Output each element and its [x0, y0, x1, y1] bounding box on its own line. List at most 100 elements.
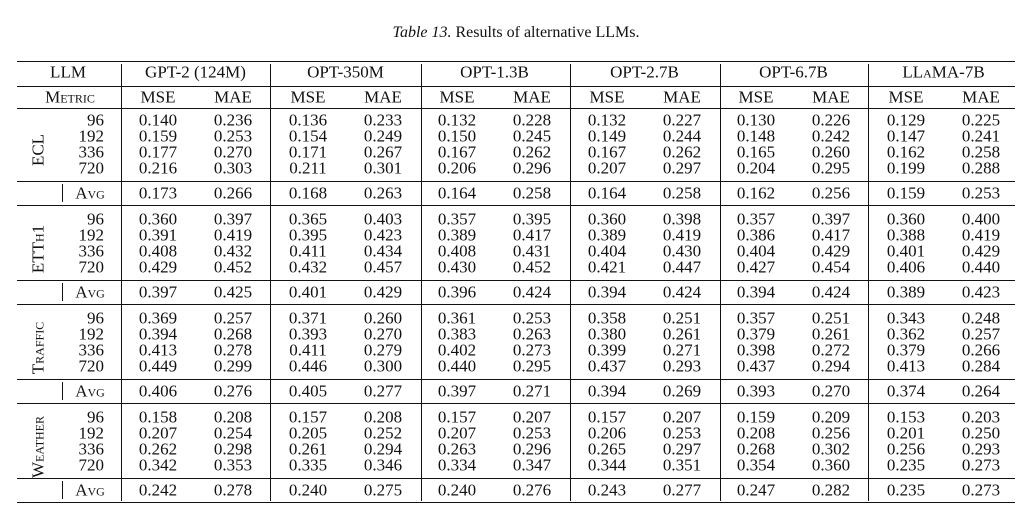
cell-value: 0.357 — [437, 209, 477, 229]
cell-value: 0.203 — [961, 407, 1001, 427]
cell-value: 0.406 — [138, 381, 178, 401]
cell-value: 0.171 — [288, 142, 328, 162]
metric-name: MAE — [513, 87, 551, 107]
cell-value: 0.267 — [363, 142, 403, 162]
cell-value: 0.240 — [288, 480, 328, 500]
row-label: 96 — [87, 407, 104, 427]
cell-value: 0.132 — [437, 110, 477, 130]
cell-value: 0.130 — [736, 110, 776, 130]
cell-value: 0.295 — [512, 356, 552, 376]
cell-value: 0.273 — [961, 480, 1001, 500]
cell-value: 0.406 — [886, 257, 926, 277]
cell-value: 0.136 — [288, 110, 328, 130]
cell-value: 0.389 — [587, 225, 627, 245]
cell-value: 0.272 — [811, 340, 851, 360]
cell-value: 0.247 — [736, 480, 776, 500]
column-rule — [121, 64, 122, 501]
cell-value: 0.235 — [886, 455, 926, 475]
cell-value: 0.253 — [512, 423, 552, 443]
cell-value: 0.446 — [288, 356, 328, 376]
cell-value: 0.401 — [886, 241, 926, 261]
cell-value: 0.277 — [363, 381, 403, 401]
model-name: GPT-2 (124M) — [145, 62, 246, 82]
cell-value: 0.353 — [213, 455, 253, 475]
caption-title: Results of alternative LLMs. — [455, 24, 640, 41]
row-label: 96 — [87, 110, 104, 130]
cell-value: 0.383 — [437, 324, 477, 344]
cell-value: 0.233 — [363, 110, 403, 130]
cell-value: 0.423 — [363, 225, 403, 245]
cell-value: 0.302 — [811, 439, 851, 459]
cell-value: 0.165 — [736, 142, 776, 162]
metric-name: MSE — [738, 87, 774, 107]
cell-value: 0.393 — [288, 324, 328, 344]
cell-value: 0.301 — [363, 158, 403, 178]
cell-value: 0.270 — [811, 381, 851, 401]
cell-value: 0.253 — [213, 126, 253, 146]
cell-value: 0.225 — [961, 110, 1001, 130]
cell-value: 0.275 — [363, 480, 403, 500]
row-label: 336 — [78, 340, 105, 360]
cell-value: 0.204 — [736, 158, 776, 178]
cell-value: 0.424 — [811, 282, 851, 302]
cell-value: 0.173 — [138, 183, 178, 203]
metric-name: MAE — [962, 87, 1000, 107]
cell-value: 0.303 — [213, 158, 253, 178]
metric-name: MAE — [214, 87, 252, 107]
rule — [17, 86, 1015, 87]
metric-name: MAE — [364, 87, 402, 107]
cell-value: 0.398 — [736, 340, 776, 360]
cell-value: 0.424 — [512, 282, 552, 302]
cell-value: 0.371 — [288, 308, 328, 328]
cell-value: 0.454 — [811, 257, 851, 277]
cell-value: 0.397 — [138, 282, 178, 302]
cell-value: 0.369 — [138, 308, 178, 328]
cell-value: 0.157 — [288, 407, 328, 427]
dataset-name: Traffic — [28, 321, 48, 375]
cell-value: 0.265 — [587, 439, 627, 459]
cell-value: 0.207 — [587, 158, 627, 178]
cell-value: 0.257 — [213, 308, 253, 328]
cell-value: 0.430 — [437, 257, 477, 277]
cell-value: 0.261 — [662, 324, 702, 344]
cell-value: 0.149 — [587, 126, 627, 146]
cell-value: 0.270 — [363, 324, 403, 344]
cell-value: 0.394 — [138, 324, 178, 344]
cell-value: 0.296 — [512, 439, 552, 459]
cell-value: 0.157 — [437, 407, 477, 427]
rule — [17, 502, 1015, 503]
cell-value: 0.262 — [662, 142, 702, 162]
metric-name: MSE — [589, 87, 625, 107]
cell-value: 0.260 — [363, 308, 403, 328]
cell-value: 0.261 — [288, 439, 328, 459]
cell-value: 0.405 — [288, 381, 328, 401]
column-rule — [421, 64, 422, 501]
cell-value: 0.404 — [736, 241, 776, 261]
cell-value: 0.379 — [736, 324, 776, 344]
row-label: 96 — [87, 308, 104, 328]
rule — [17, 304, 1015, 305]
cell-value: 0.347 — [512, 455, 552, 475]
cell-value: 0.360 — [886, 209, 926, 229]
cell-value: 0.429 — [138, 257, 178, 277]
cell-value: 0.394 — [736, 282, 776, 302]
column-rule — [720, 64, 721, 501]
cell-value: 0.273 — [961, 455, 1001, 475]
cell-value: 0.260 — [811, 142, 851, 162]
caption-label: Table 13. — [392, 24, 452, 41]
cell-value: 0.401 — [288, 282, 328, 302]
cell-value: 0.276 — [512, 480, 552, 500]
cell-value: 0.419 — [213, 225, 253, 245]
cell-value: 0.271 — [662, 340, 702, 360]
cell-value: 0.208 — [213, 407, 253, 427]
cell-value: 0.300 — [363, 356, 403, 376]
cell-value: 0.270 — [213, 142, 253, 162]
cell-value: 0.394 — [587, 381, 627, 401]
cell-value: 0.429 — [363, 282, 403, 302]
model-name: OPT-1.3B — [460, 62, 529, 82]
cell-value: 0.432 — [213, 241, 253, 261]
cell-value: 0.447 — [662, 257, 702, 277]
cell-value: 0.269 — [662, 381, 702, 401]
cell-value: 0.256 — [811, 423, 851, 443]
cell-value: 0.399 — [587, 340, 627, 360]
